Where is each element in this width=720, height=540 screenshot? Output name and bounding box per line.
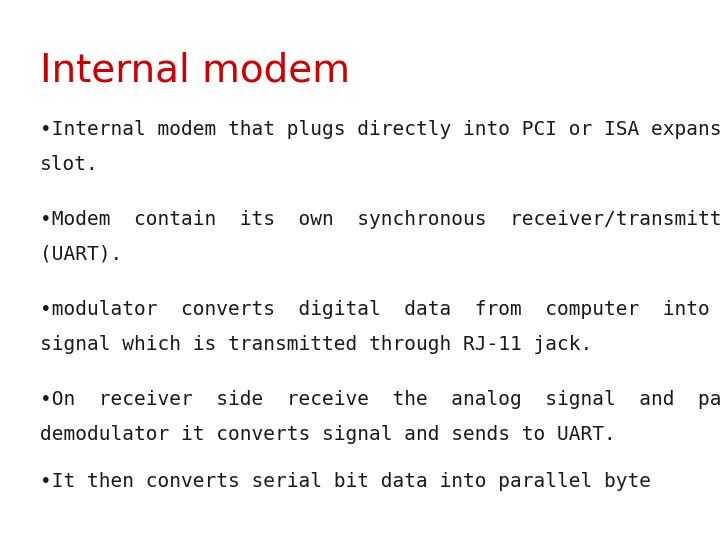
Text: •modulator  converts  digital  data  from  computer  into  analog: •modulator converts digital data from co… xyxy=(40,300,720,319)
Text: •On  receiver  side  receive  the  analog  signal  and  pass  them  to: •On receiver side receive the analog sig… xyxy=(40,390,720,409)
Text: (UART).: (UART). xyxy=(40,245,122,264)
Text: Internal modem: Internal modem xyxy=(40,52,350,90)
Text: •Internal modem that plugs directly into PCI or ISA expansion: •Internal modem that plugs directly into… xyxy=(40,120,720,139)
Text: •Modem  contain  its  own  synchronous  receiver/transmitter: •Modem contain its own synchronous recei… xyxy=(40,210,720,229)
Text: demodulator it converts signal and sends to UART.: demodulator it converts signal and sends… xyxy=(40,425,616,444)
Text: •It then converts serial bit data into parallel byte: •It then converts serial bit data into p… xyxy=(40,472,651,491)
Text: signal which is transmitted through RJ-11 jack.: signal which is transmitted through RJ-1… xyxy=(40,335,593,354)
Text: slot.: slot. xyxy=(40,155,99,174)
